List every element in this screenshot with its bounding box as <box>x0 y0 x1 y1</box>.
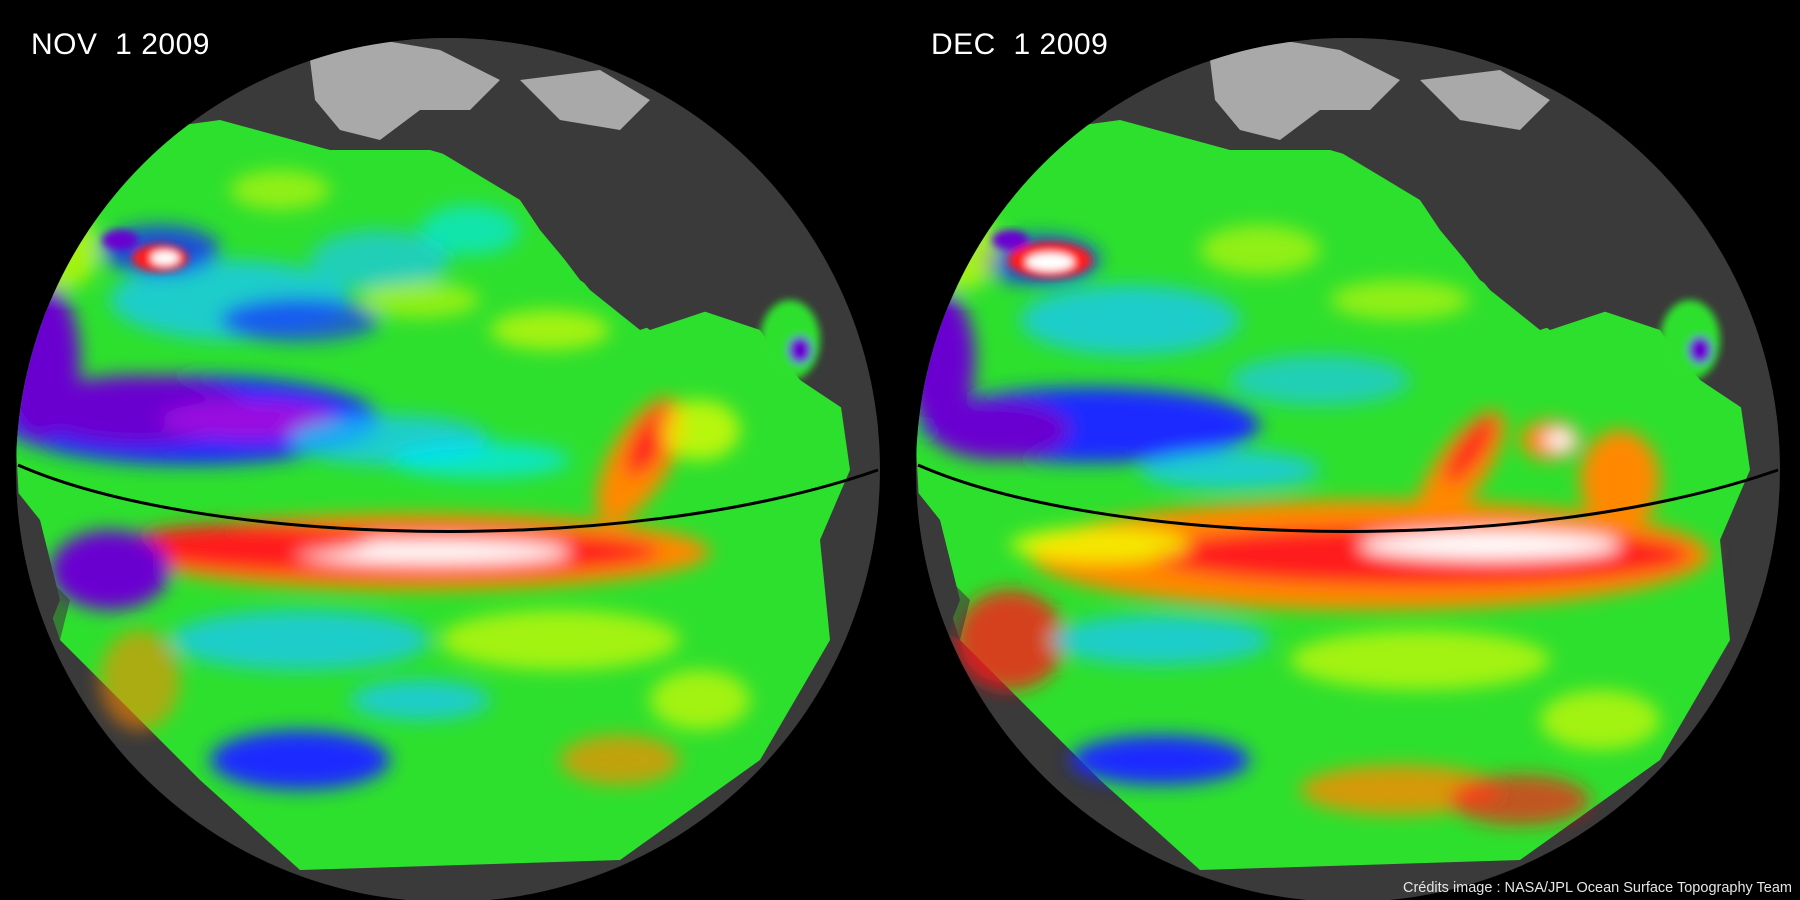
globe-panel-dec: DEC 1 2009 <box>900 0 1800 900</box>
greenland-ice <box>1210 40 1400 140</box>
date-label: DEC 1 2009 <box>931 28 1109 61</box>
globe-map-nov <box>16 38 880 900</box>
date-label: NOV 1 2009 <box>31 28 210 61</box>
image-credits: Crédits image : NASA/JPL Ocean Surface T… <box>1402 880 1792 896</box>
greenland-ice <box>310 40 500 140</box>
equator-line <box>17 463 879 533</box>
globe-panel-nov: NOV 1 2009 <box>16 28 880 900</box>
globe-map-dec <box>916 38 1780 900</box>
equator-line <box>917 463 1779 533</box>
